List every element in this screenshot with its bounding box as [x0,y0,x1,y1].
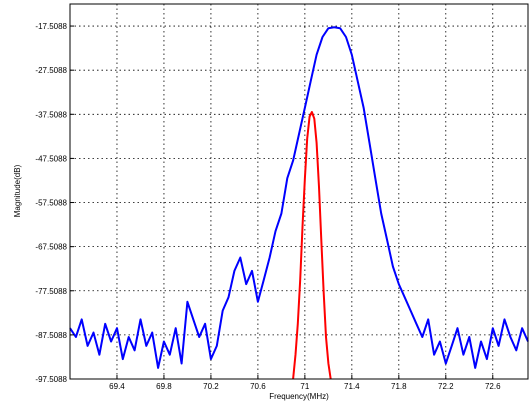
x-axis-label: Frequency(MHz) [269,392,329,401]
x-tick-label: 70.6 [250,382,266,391]
y-tick-label: -87.5088 [35,331,67,340]
y-tick-label: -97.5088 [35,375,67,384]
x-tick-label: 71.8 [391,382,407,391]
x-tick-label: 72.6 [485,382,501,391]
y-axis-label: Magnitude(dB) [13,164,22,217]
y-tick-label: -37.5088 [35,110,67,119]
series-line-1 [69,26,529,369]
series-line-2 [292,111,332,380]
series-layer [69,26,529,380]
y-tick-label: -57.5088 [35,199,67,208]
plot-background [70,4,528,379]
x-tick-label: 72.2 [438,382,454,391]
y-tick-label: -17.5088 [35,22,67,31]
x-axis-ticks: 69.4 69.8 70.2 70.6 71 71.4 71.8 72.2 72.6 [109,375,501,391]
x-tick-label: 71.4 [344,382,360,391]
y-axis-ticks: -17.5088 -27.5088 -37.5088 -47.5088 -57.5088… [35,22,74,384]
x-tick-label: 69.8 [156,382,172,391]
plot-frame [69,3,529,380]
x-tick-label: 71 [300,382,309,391]
y-tick-label: -27.5088 [35,66,67,75]
y-tick-label: -47.5088 [35,154,67,163]
y-tick-label: -77.5088 [35,287,67,296]
x-tick-label: 69.4 [109,382,125,391]
y-tick-label: -67.5088 [35,243,67,252]
x-tick-label: 70.2 [203,382,219,391]
